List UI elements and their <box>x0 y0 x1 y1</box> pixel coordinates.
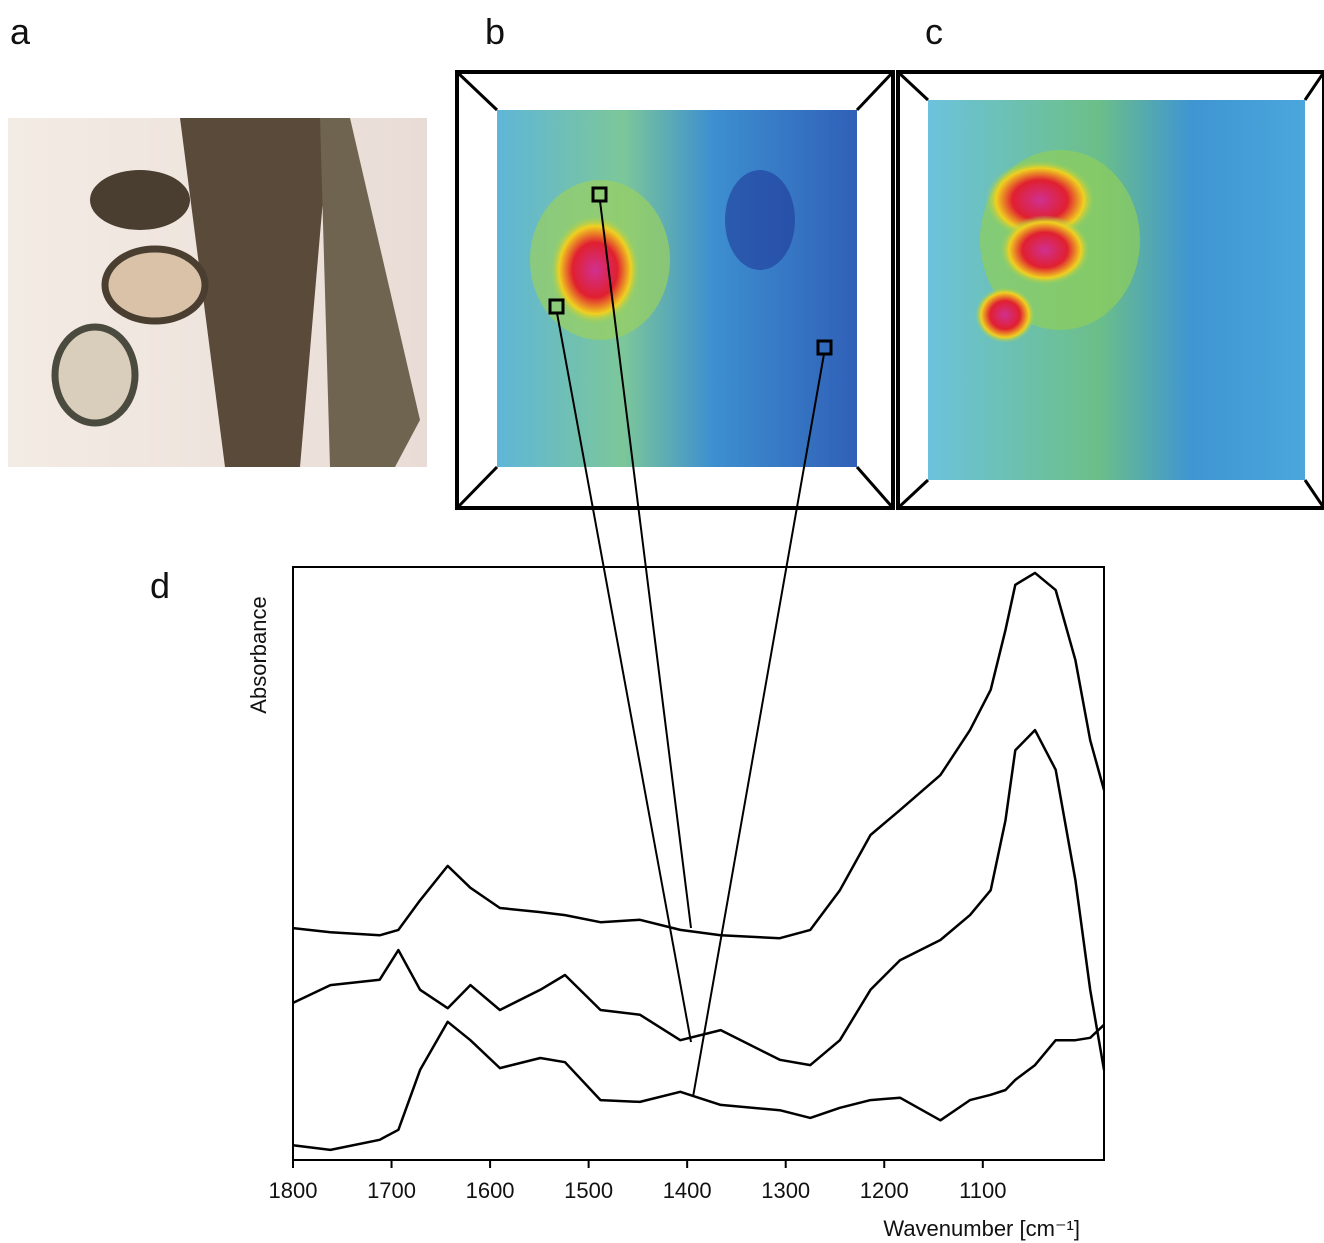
x-tick-label: 1700 <box>367 1178 416 1203</box>
connectors <box>556 200 825 1098</box>
map-b <box>455 70 895 510</box>
x-tick-label: 1800 <box>269 1178 318 1203</box>
x-tick-label: 1200 <box>860 1178 909 1203</box>
x-tick-label: 1300 <box>761 1178 810 1203</box>
panel-label: a <box>10 11 31 52</box>
spectrum-line <box>292 1020 1105 1152</box>
x-tick-label: 1400 <box>663 1178 712 1203</box>
micrograph <box>8 118 427 467</box>
spectrum-line <box>292 571 1106 940</box>
plot-frame <box>292 566 1105 1161</box>
x-tick-label: 1500 <box>564 1178 613 1203</box>
panel-label: c <box>925 11 943 52</box>
x-tick-label: 1600 <box>466 1178 515 1203</box>
map-c <box>896 70 1324 510</box>
spectrum-line <box>292 728 1106 1071</box>
panel-label: b <box>485 11 505 52</box>
y-axis-label: Absorbance <box>246 596 271 713</box>
panel-label: d <box>150 565 170 606</box>
x-axis-label: Wavenumber [cm⁻¹] <box>883 1216 1080 1241</box>
x-tick-label: 1100 <box>959 1178 1006 1203</box>
